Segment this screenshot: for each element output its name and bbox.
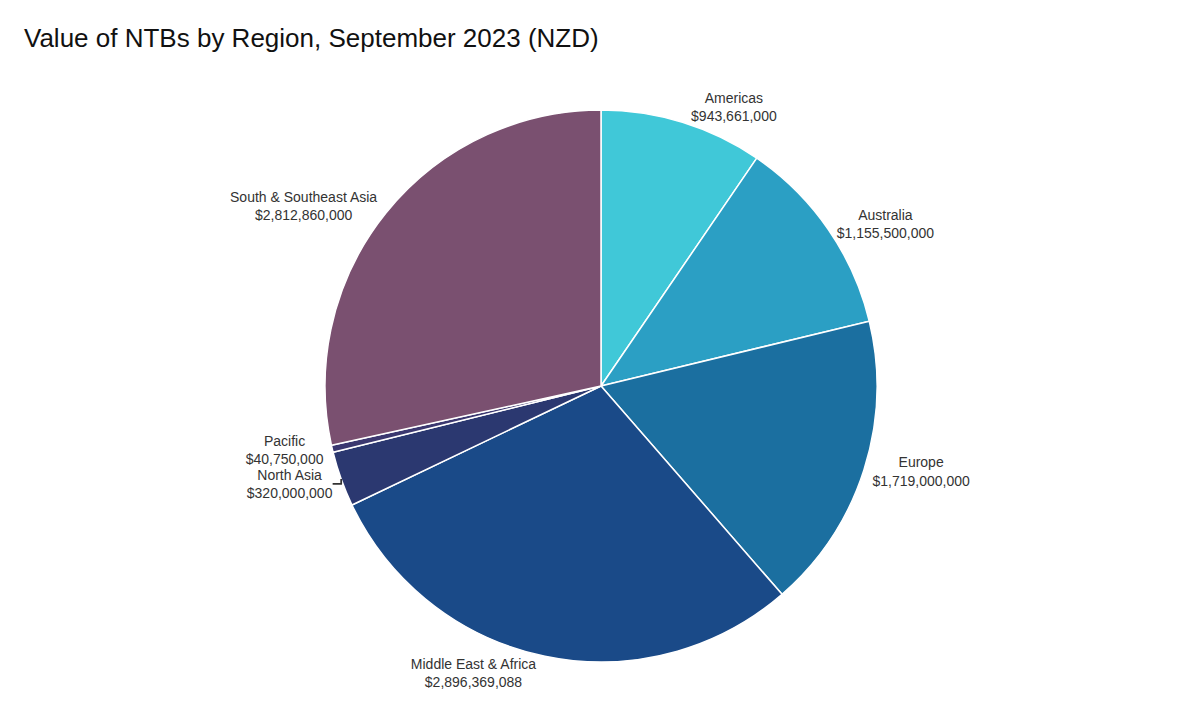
svg-text:Value of NTBs by Region, Septe: Value of NTBs by Region, September 2023 … <box>24 23 599 53</box>
svg-text:Middle East & Africa$2,896,369: Middle East & Africa$2,896,369,088 <box>411 656 536 690</box>
svg-text:Europe$1,719,000,000: Europe$1,719,000,000 <box>872 454 970 488</box>
svg-text:South & Southeast Asia$2,812,8: South & Southeast Asia$2,812,860,000 <box>230 189 377 223</box>
svg-text:Australia$1,155,500,000: Australia$1,155,500,000 <box>837 207 935 241</box>
svg-text:Pacific$40,750,000: Pacific$40,750,000 <box>246 433 324 467</box>
svg-text:North Asia$320,000,000: North Asia$320,000,000 <box>247 467 333 501</box>
svg-text:Americas$943,661,000: Americas$943,661,000 <box>691 90 777 124</box>
